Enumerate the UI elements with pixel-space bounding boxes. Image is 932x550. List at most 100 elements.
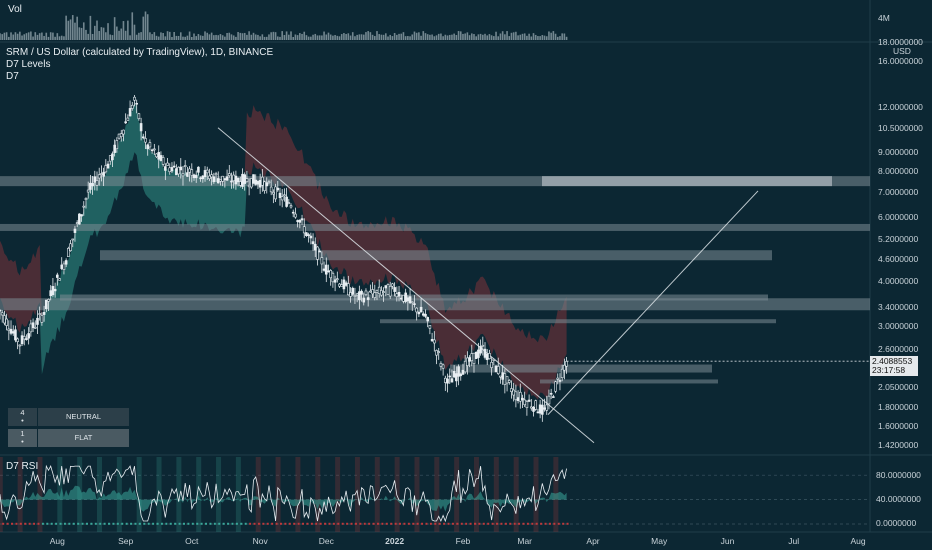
volume-bar: [457, 31, 460, 40]
time-axis-label: May: [651, 536, 668, 546]
volume-bar: [506, 31, 508, 40]
rsi-baseline-dot: [160, 522, 163, 525]
candle-body: [276, 187, 280, 191]
volume-bar: [517, 35, 519, 40]
candle-body: [124, 121, 127, 124]
volume-bar: [168, 31, 171, 40]
rsi-baseline-dot: [368, 522, 371, 525]
candle-body: [69, 243, 72, 251]
volume-bar: [56, 33, 59, 40]
rsi-baseline-dot: [315, 522, 318, 525]
volume-bar: [281, 31, 283, 40]
candle-body: [247, 184, 251, 188]
candle-body: [490, 361, 493, 368]
volume-bar: [565, 36, 568, 40]
candle-body: [14, 329, 17, 341]
rsi-baseline-dot: [319, 522, 322, 525]
volume-bar: [102, 27, 105, 40]
candle-body: [144, 138, 147, 143]
volume-bar: [146, 14, 149, 40]
candle-body: [406, 297, 410, 302]
volume-bar: [3, 32, 6, 40]
time-axis-label: Apr: [586, 536, 600, 546]
candle-body: [419, 306, 423, 313]
candle-body: [197, 166, 200, 173]
volume-bar: [164, 36, 167, 40]
volume-bar: [149, 32, 151, 40]
rsi-baseline-dot: [63, 522, 66, 525]
candle-body: [186, 172, 189, 177]
rsi-baseline-dot: [566, 522, 569, 525]
volume-bar: [274, 32, 277, 40]
rsi-baseline-dot: [152, 522, 155, 525]
rsi-strip: [196, 457, 202, 532]
volume-bar: [349, 35, 352, 40]
candle-body: [0, 312, 4, 316]
rsi-baseline-dot: [363, 522, 366, 525]
rsi-baseline-dot: [103, 522, 106, 525]
price-axis-label: 12.0000000: [878, 101, 923, 112]
volume-bar: [80, 27, 83, 40]
volume-bar: [202, 35, 204, 40]
volume-bar: [334, 35, 336, 40]
volume-bar: [52, 32, 54, 40]
candle-body: [402, 294, 405, 302]
volume-bar: [470, 33, 473, 40]
candle-body: [397, 291, 401, 297]
candle-body: [347, 283, 350, 296]
volume-bar: [45, 32, 48, 40]
candle-body: [64, 260, 68, 265]
volume-bar: [248, 31, 250, 40]
candle-body: [47, 299, 50, 302]
chart-title[interactable]: SRM / US Dollar (calculated by TradingVi…: [6, 47, 274, 58]
candle-body: [549, 393, 553, 395]
volume-bar: [76, 16, 78, 40]
candle-body: [448, 375, 452, 378]
rsi-baseline-dot: [169, 522, 172, 525]
volume-bar: [259, 36, 261, 40]
rsi-baseline-dot: [473, 522, 476, 525]
rsi-baseline-dot: [112, 522, 115, 525]
volume-bar: [155, 35, 158, 40]
rsi-baseline-dot: [469, 522, 472, 525]
rsi-baseline-dot: [275, 522, 278, 525]
candle-body: [329, 270, 332, 279]
rsi-baseline-dot: [218, 522, 221, 525]
price-axis-label: 4.0000000: [878, 275, 919, 286]
volume-bar: [329, 34, 332, 40]
rsi-baseline-dot: [81, 522, 84, 525]
volume-bar: [559, 36, 561, 40]
volume-bar: [484, 33, 486, 40]
indicator-d7[interactable]: D7: [6, 71, 19, 82]
volume-bar: [49, 32, 52, 40]
volume-bar: [550, 32, 552, 40]
candle-body: [172, 165, 176, 168]
rsi-strip: [97, 457, 103, 532]
indicator-d7-levels[interactable]: D7 Levels: [6, 59, 51, 70]
currency-label: USD: [893, 46, 911, 56]
rsi-baseline-dot: [24, 522, 27, 525]
rsi-pane-label[interactable]: D7 RSI: [6, 461, 39, 472]
rsi-baseline-dot: [182, 522, 185, 525]
rsi-baseline-dot: [2, 522, 5, 525]
volume-bar: [554, 33, 557, 40]
candle-body: [503, 373, 507, 385]
candle-body: [287, 202, 291, 204]
candle-body: [481, 344, 485, 347]
volume-bar: [186, 35, 189, 40]
candle-body: [267, 181, 271, 184]
volume-bar: [270, 32, 272, 40]
candle-body: [56, 274, 59, 278]
rsi-strip: [255, 457, 261, 532]
rsi-baseline-dot: [460, 522, 463, 525]
candle-body: [179, 166, 183, 171]
rsi-baseline-dot: [77, 522, 80, 525]
volume-bar: [131, 12, 134, 40]
rsi-strip: [414, 457, 420, 532]
candle-body: [44, 299, 48, 310]
candle-body: [318, 250, 321, 253]
candle-body: [479, 346, 482, 354]
rsi-strip: [374, 457, 380, 532]
volume-bar: [396, 34, 398, 40]
